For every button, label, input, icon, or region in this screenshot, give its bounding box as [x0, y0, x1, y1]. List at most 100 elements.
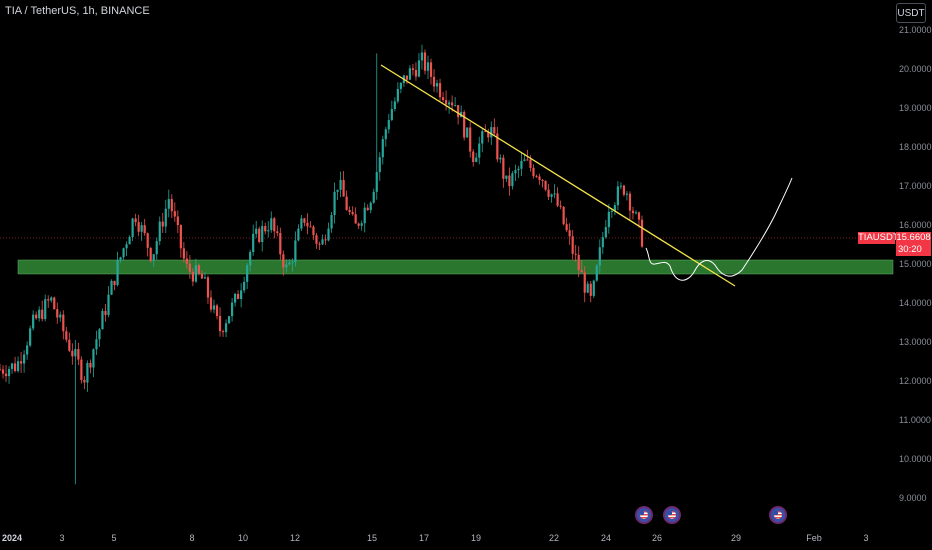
- x-tick: 3: [59, 533, 65, 543]
- y-tick: 13.0000: [899, 337, 932, 347]
- candle-body: [300, 218, 303, 229]
- candle-body: [390, 109, 393, 121]
- candle-body: [517, 168, 520, 171]
- candle-countdown: 30:20: [896, 244, 931, 256]
- candle-body: [613, 205, 616, 211]
- y-tick: 11.0000: [899, 415, 931, 425]
- candle-body: [13, 363, 17, 371]
- candle-body: [556, 193, 559, 206]
- candle-body: [514, 170, 517, 174]
- candle-body: [502, 157, 505, 179]
- candle-body: [604, 227, 607, 238]
- candle-body: [140, 225, 143, 232]
- candle-body: [529, 159, 532, 168]
- candle-body: [110, 280, 113, 295]
- candle-body: [273, 218, 276, 232]
- candle-body: [339, 179, 342, 190]
- candle-body: [354, 214, 357, 224]
- candle-body: [640, 219, 644, 247]
- candle-body: [387, 120, 390, 130]
- candle-body: [264, 226, 267, 232]
- candle-body: [224, 323, 228, 333]
- trendline[interactable]: [380, 64, 736, 287]
- support-zone[interactable]: [17, 259, 894, 275]
- candle-body: [215, 305, 219, 317]
- candle-body: [342, 179, 345, 197]
- candle-body: [360, 223, 363, 226]
- candle-body: [321, 239, 324, 245]
- projection-path[interactable]: [645, 177, 793, 281]
- candle-body: [619, 185, 623, 187]
- candle-body: [80, 359, 83, 380]
- candle-body: [32, 314, 35, 329]
- us-flag-event-icon[interactable]: [665, 508, 679, 522]
- candle-body: [586, 283, 589, 293]
- x-tick: 8: [189, 533, 195, 543]
- candle-body: [535, 176, 538, 178]
- candle-body: [559, 205, 562, 207]
- candle-body: [499, 157, 502, 160]
- candle-body: [327, 228, 330, 241]
- candle-body: [16, 361, 20, 371]
- candle-body: [113, 280, 116, 286]
- candle-body: [98, 329, 101, 340]
- candle-body: [607, 211, 610, 228]
- candle-body: [246, 265, 249, 282]
- candlestick-series: [0, 44, 644, 485]
- candle-body: [589, 283, 592, 296]
- x-tick: 15: [366, 533, 378, 543]
- candle-body: [306, 222, 309, 227]
- candle-body: [243, 281, 246, 291]
- us-flag-event-icon[interactable]: [771, 508, 785, 522]
- us-flag-icon: [668, 511, 676, 519]
- currency-button[interactable]: USDT: [896, 3, 926, 23]
- candle-body: [197, 265, 201, 274]
- candle-body: [330, 215, 333, 229]
- candle-body: [381, 139, 384, 158]
- candle-body: [185, 258, 188, 264]
- candle-body: [303, 218, 306, 223]
- candle-body: [240, 290, 243, 300]
- candle-body: [200, 273, 204, 279]
- symbol-title[interactable]: TIA / TetherUS, 1h, BINANCE: [5, 5, 150, 17]
- candle-body: [71, 350, 74, 357]
- us-flag-event-icon[interactable]: [637, 508, 651, 522]
- candle-body: [62, 314, 65, 332]
- candle-body: [35, 314, 38, 319]
- candle-body: [475, 157, 478, 162]
- candle-body: [547, 189, 550, 197]
- candle-body: [56, 309, 59, 318]
- candle-body: [89, 362, 92, 368]
- candle-body: [363, 207, 366, 224]
- x-tick: 26: [651, 533, 663, 543]
- candle-body: [92, 349, 95, 368]
- candle-body: [0, 369, 2, 371]
- candle-body: [95, 339, 98, 350]
- candle-body: [77, 349, 80, 360]
- candle-body: [505, 175, 508, 179]
- candle-body: [212, 305, 216, 310]
- candle-body: [508, 175, 511, 187]
- candle-body: [441, 97, 445, 101]
- candle-body: [116, 260, 119, 286]
- y-tick: 15.0000: [899, 259, 932, 269]
- candle-body: [128, 237, 131, 245]
- candle-body: [315, 235, 318, 244]
- candle-body: [454, 105, 457, 107]
- us-flag-icon: [640, 511, 648, 519]
- candle-body: [571, 236, 574, 254]
- candle-body: [59, 314, 62, 318]
- candle-body: [444, 100, 448, 105]
- candle-body: [348, 209, 351, 213]
- candle-body: [550, 194, 553, 197]
- candle-body: [294, 240, 297, 263]
- candle-body: [7, 368, 11, 377]
- candle-body: [580, 270, 583, 273]
- candle-body: [592, 280, 595, 296]
- candle-body: [50, 297, 53, 301]
- x-tick: 12: [289, 533, 301, 543]
- candle-body: [68, 339, 71, 351]
- candle-body: [478, 143, 481, 158]
- candle-body: [520, 160, 523, 169]
